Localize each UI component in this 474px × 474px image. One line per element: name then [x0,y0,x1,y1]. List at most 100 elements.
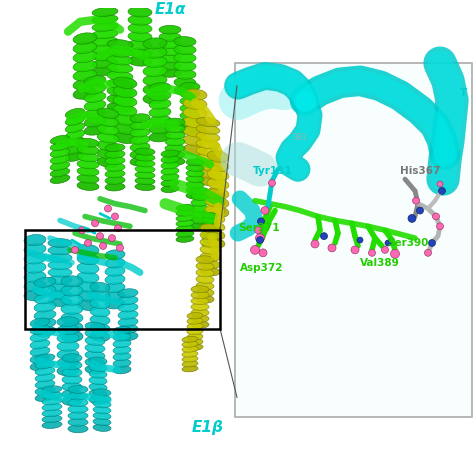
Ellipse shape [143,93,167,104]
Ellipse shape [202,218,218,223]
Ellipse shape [79,227,85,234]
Ellipse shape [30,332,50,342]
Ellipse shape [77,174,99,183]
Ellipse shape [161,162,179,169]
Ellipse shape [207,178,229,190]
Ellipse shape [328,244,336,252]
Ellipse shape [200,267,220,276]
Ellipse shape [107,47,133,57]
Ellipse shape [57,325,79,335]
Ellipse shape [196,269,214,277]
Ellipse shape [48,290,72,299]
Ellipse shape [174,69,196,79]
Ellipse shape [180,118,200,127]
Ellipse shape [61,294,83,305]
Ellipse shape [77,146,99,155]
Ellipse shape [159,40,181,48]
Ellipse shape [107,55,133,65]
Ellipse shape [34,302,56,312]
Ellipse shape [48,268,72,277]
Text: E1α: E1α [155,2,186,17]
Ellipse shape [196,118,220,127]
Ellipse shape [65,152,85,161]
Ellipse shape [24,280,46,292]
Ellipse shape [205,197,225,207]
Ellipse shape [412,197,419,204]
Ellipse shape [437,181,443,187]
Ellipse shape [35,367,55,375]
Ellipse shape [50,168,70,177]
Ellipse shape [30,340,50,349]
Ellipse shape [85,322,105,331]
Ellipse shape [92,15,118,24]
Ellipse shape [311,240,319,248]
Ellipse shape [61,285,83,296]
Ellipse shape [89,370,107,378]
Ellipse shape [77,138,99,147]
Ellipse shape [191,298,209,304]
Ellipse shape [109,235,116,242]
Ellipse shape [113,353,131,361]
Ellipse shape [92,52,118,61]
Ellipse shape [135,154,155,161]
Ellipse shape [186,164,204,171]
Ellipse shape [165,151,185,159]
Ellipse shape [159,47,181,55]
Ellipse shape [196,289,214,296]
Ellipse shape [183,135,207,146]
Ellipse shape [191,199,209,206]
Ellipse shape [42,386,62,393]
Ellipse shape [90,299,110,309]
Ellipse shape [113,327,131,335]
Ellipse shape [48,253,72,262]
Ellipse shape [191,303,209,310]
Ellipse shape [92,8,118,17]
Ellipse shape [50,136,70,144]
Ellipse shape [196,169,220,178]
Ellipse shape [77,290,99,301]
Ellipse shape [191,205,209,212]
Ellipse shape [105,258,125,268]
Ellipse shape [57,358,79,367]
Ellipse shape [186,187,204,193]
Ellipse shape [68,412,88,419]
Ellipse shape [159,26,181,34]
Ellipse shape [268,180,275,186]
Ellipse shape [180,82,200,91]
Ellipse shape [391,249,400,258]
Ellipse shape [62,375,82,384]
Ellipse shape [174,53,196,63]
Ellipse shape [165,131,185,139]
Ellipse shape [42,392,62,399]
Ellipse shape [48,261,72,270]
Ellipse shape [196,262,214,270]
Ellipse shape [130,121,150,130]
Ellipse shape [30,361,50,371]
Ellipse shape [256,237,264,244]
Ellipse shape [84,92,106,102]
Ellipse shape [205,189,225,199]
Text: Ser371: Ser371 [238,223,280,233]
Ellipse shape [100,243,107,249]
Ellipse shape [77,182,99,191]
Ellipse shape [191,321,209,328]
Ellipse shape [118,332,138,341]
Ellipse shape [207,187,229,199]
Ellipse shape [149,107,171,117]
Ellipse shape [176,210,194,216]
Ellipse shape [24,244,46,255]
Ellipse shape [261,207,269,215]
Ellipse shape [382,246,389,253]
Ellipse shape [24,262,46,273]
Ellipse shape [89,383,107,391]
Ellipse shape [93,389,111,396]
Ellipse shape [118,318,138,327]
Ellipse shape [62,383,82,391]
Bar [235,63,472,417]
Text: 391: 391 [293,133,307,142]
Ellipse shape [187,344,203,350]
Ellipse shape [149,82,171,93]
Ellipse shape [187,318,203,324]
Ellipse shape [196,295,214,303]
Ellipse shape [128,40,152,50]
